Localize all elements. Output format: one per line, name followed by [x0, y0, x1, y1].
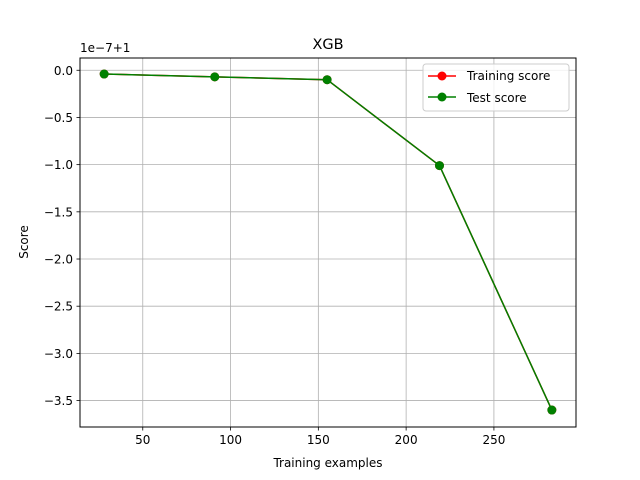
- series-layer: [99, 69, 557, 415]
- x-tick-label: 250: [482, 433, 505, 447]
- x-tick-label: 200: [395, 433, 418, 447]
- grid: [80, 58, 576, 427]
- legend: Training score Test score: [422, 63, 570, 112]
- y-tick-label: 0.0: [54, 64, 73, 78]
- chart-title: XGB: [312, 37, 343, 53]
- y-tick-label: −3.0: [44, 347, 73, 361]
- legend-marker-test: [437, 92, 447, 102]
- y-tick-label: −3.5: [44, 394, 73, 408]
- data-point-test-score: [210, 72, 220, 82]
- data-point-test-score: [547, 405, 557, 415]
- x-axis-label: Training examples: [272, 456, 382, 470]
- legend-label-training: Training score: [466, 69, 550, 83]
- x-tick-label: 50: [135, 433, 150, 447]
- data-point-test-score: [322, 75, 332, 85]
- y-tick-label: −0.5: [44, 111, 73, 125]
- y-tick-label: −1.0: [44, 158, 73, 172]
- y-axis-label: Score: [17, 225, 31, 259]
- legend-label-test: Test score: [466, 91, 527, 105]
- plot-frame: [79, 57, 577, 428]
- x-tick-label: 100: [219, 433, 242, 447]
- y-tick-label: −2.0: [44, 253, 73, 267]
- y-tick-label: −2.5: [44, 300, 73, 314]
- y-offset-label: 1e−7+1: [80, 41, 130, 55]
- x-tick-label: 150: [307, 433, 330, 447]
- legend-marker-training: [437, 71, 447, 81]
- data-point-test-score: [434, 161, 444, 171]
- ticks: 50 100 150 200 250 0.0 −0.5 −1.0 −1.5 −2.0 −2.5 −3.…: [44, 64, 506, 447]
- data-point-test-score: [99, 69, 109, 79]
- legend-frame: [422, 63, 570, 112]
- y-tick-label: −1.5: [44, 205, 73, 219]
